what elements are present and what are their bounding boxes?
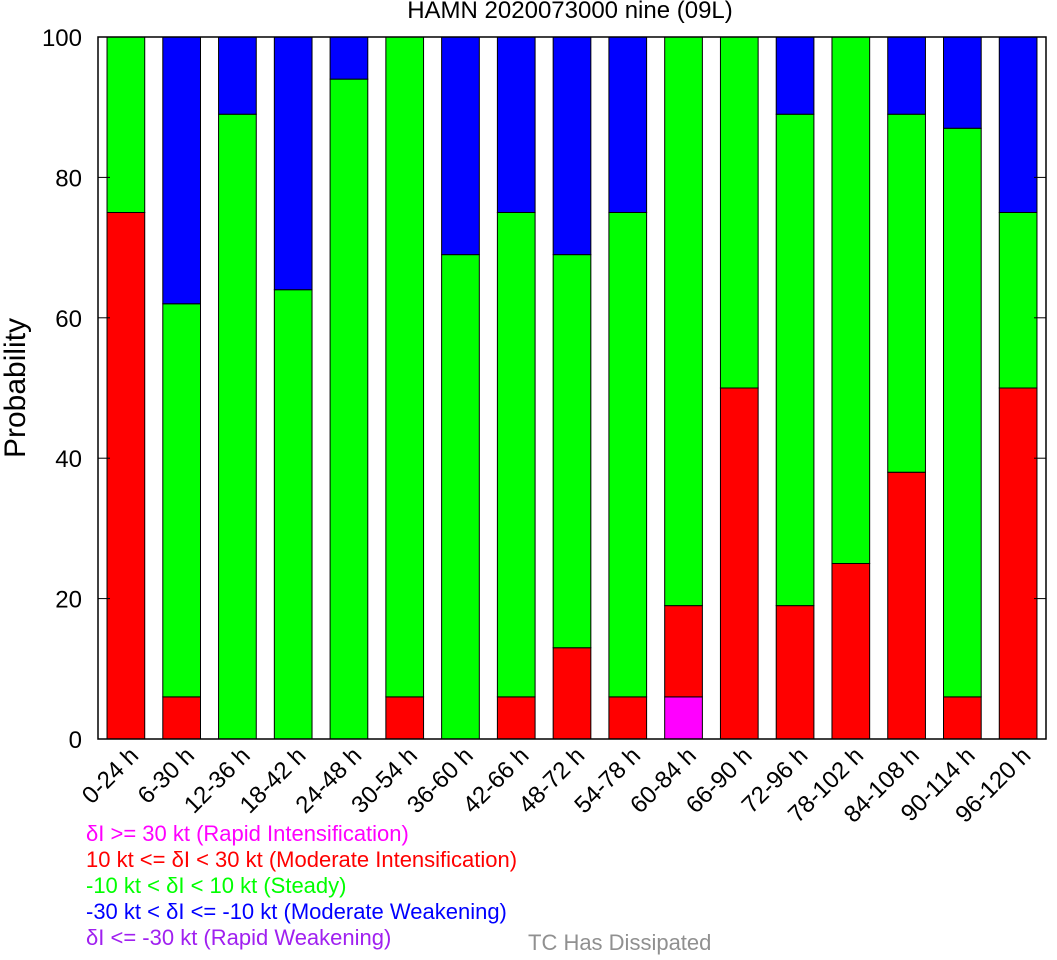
y-tick-label: 60 bbox=[55, 306, 82, 333]
bar-segment-84-108h-s3 bbox=[887, 113, 926, 473]
bar-segment-54-78h-s3 bbox=[608, 212, 648, 698]
bar-segment-48-72h-s2 bbox=[552, 647, 592, 740]
y-tick-labels: 0 20 40 60 80 100 bbox=[42, 25, 82, 754]
legend-item: 10 kt <= δI < 30 kt (Moderate Intensific… bbox=[86, 847, 518, 872]
bar-segment-24-48h-s3 bbox=[329, 78, 369, 740]
bar-segment-78-102h-s3 bbox=[831, 36, 871, 564]
bar-segment-12-36h-s3 bbox=[218, 113, 257, 740]
x-tick-labels: 0-24 h6-30 h12-36 h18-42 h24-48 h30-54 h… bbox=[77, 742, 1036, 828]
bar-segment-48-72h-s3 bbox=[552, 254, 592, 649]
bar-segment-90-114h-s3 bbox=[943, 127, 982, 698]
bar-segment-60-84h-s2 bbox=[664, 605, 703, 698]
bar-segment-60-84h-s1 bbox=[664, 696, 703, 740]
bar-segment-90-114h-s4 bbox=[943, 36, 982, 129]
legend-item: -30 kt < δI <= -10 kt (Moderate Weakenin… bbox=[86, 899, 507, 924]
bar-segment-0-24h-s2 bbox=[106, 212, 146, 740]
x-tick-label: 0-24 h bbox=[77, 742, 144, 809]
bar-segment-42-66h-s2 bbox=[496, 696, 536, 740]
bar-segment-48-72h-s4 bbox=[552, 36, 592, 256]
bar-segment-54-78h-s4 bbox=[608, 36, 648, 213]
bar-segment-72-96h-s2 bbox=[775, 605, 815, 740]
bar-segment-30-54h-s3 bbox=[385, 36, 425, 698]
plot-frame bbox=[97, 36, 1047, 740]
bar-segment-66-90h-s3 bbox=[719, 36, 759, 389]
bar-segment-6-30h-s2 bbox=[162, 696, 202, 740]
bar-segment-42-66h-s3 bbox=[496, 212, 536, 698]
dissipated-note: TC Has Dissipated bbox=[528, 930, 712, 955]
legend-item: δI <= -30 kt (Rapid Weakening) bbox=[86, 925, 392, 950]
bar-segment-36-60h-s3 bbox=[441, 254, 480, 740]
legend-item: -10 kt < δI < 10 kt (Steady) bbox=[86, 873, 347, 898]
y-tick-label: 20 bbox=[55, 587, 82, 614]
y-tick-label: 80 bbox=[55, 165, 82, 192]
bar-segment-6-30h-s3 bbox=[162, 303, 202, 698]
bar-segment-0-24h-s3 bbox=[106, 36, 146, 213]
bar-segment-72-96h-s3 bbox=[775, 113, 815, 607]
bar-segment-18-42h-s4 bbox=[273, 36, 313, 291]
chart-title: HAMN 2020073000 nine (09L) bbox=[407, 0, 733, 24]
bar-segment-96-120h-s4 bbox=[998, 36, 1038, 213]
bar-segment-60-84h-s3 bbox=[664, 36, 703, 607]
bar-segment-78-102h-s2 bbox=[831, 563, 871, 740]
bar-segment-42-66h-s4 bbox=[496, 36, 536, 213]
bar-segment-24-48h-s4 bbox=[329, 36, 369, 80]
y-tick-label: 40 bbox=[55, 446, 82, 473]
bar-segment-18-42h-s3 bbox=[273, 289, 313, 740]
bar-segment-84-108h-s2 bbox=[887, 471, 926, 740]
y-tick-label: 0 bbox=[69, 727, 82, 754]
y-tick-label: 100 bbox=[42, 25, 82, 52]
bar-segment-66-90h-s2 bbox=[719, 387, 759, 740]
bars-group bbox=[106, 36, 1038, 740]
bar-segment-54-78h-s2 bbox=[608, 696, 648, 740]
y-axis-label: Probability bbox=[0, 318, 32, 458]
bar-segment-96-120h-s2 bbox=[998, 387, 1038, 740]
bar-segment-90-114h-s2 bbox=[943, 696, 982, 740]
bar-segment-36-60h-s4 bbox=[441, 36, 480, 256]
legend-item: δI >= 30 kt (Rapid Intensification) bbox=[86, 821, 409, 846]
bar-segment-30-54h-s2 bbox=[385, 696, 425, 740]
bar-segment-72-96h-s4 bbox=[775, 36, 815, 115]
bar-segment-12-36h-s4 bbox=[218, 36, 257, 115]
bar-segment-6-30h-s4 bbox=[162, 36, 202, 305]
bar-segment-84-108h-s4 bbox=[887, 36, 926, 115]
bar-segment-96-120h-s3 bbox=[998, 212, 1038, 389]
